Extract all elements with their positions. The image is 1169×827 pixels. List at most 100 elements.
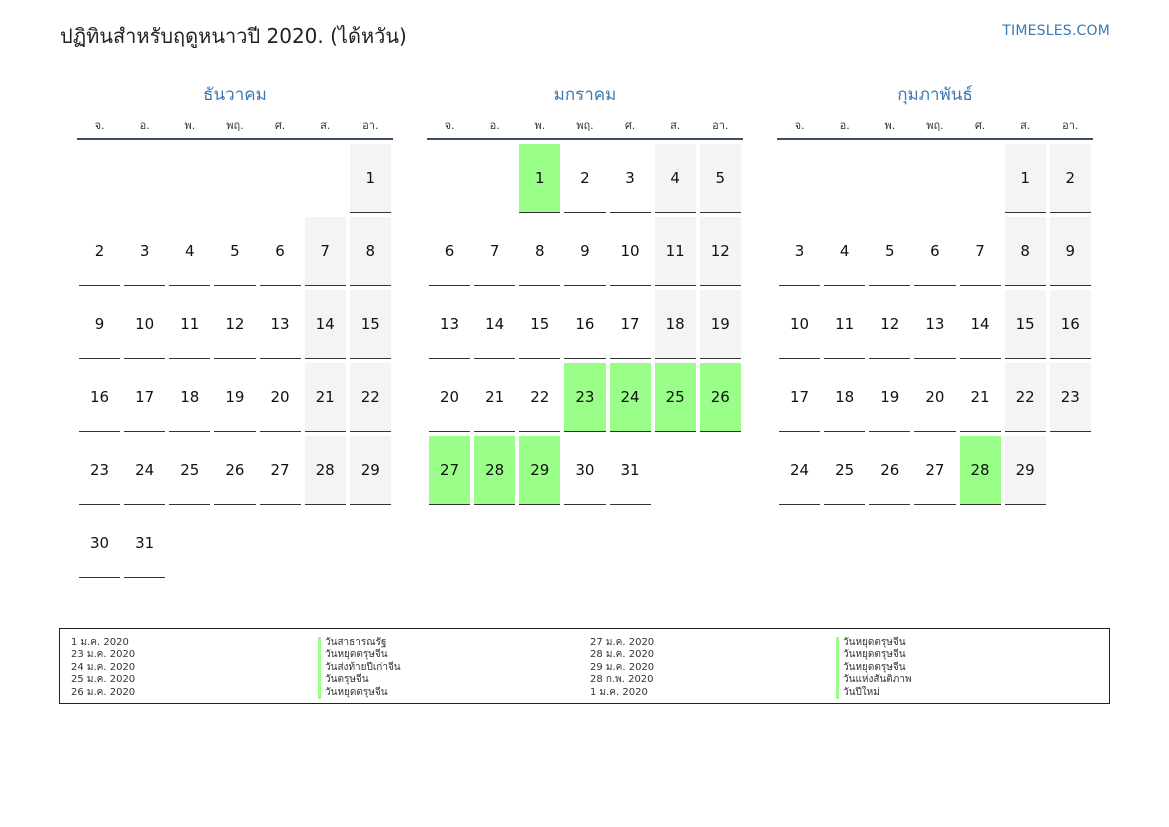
legend-holiday-name: วันตรุษจีน: [318, 674, 401, 687]
day-cell: 21: [958, 363, 1003, 436]
weekday-label: อ.: [489, 119, 500, 132]
day-number: 4: [654, 144, 696, 213]
month-calendar: มกราคม จ. อ. พ. พฤ. ศ. ส. อา. 1 2 3 4 5 6 7 8 9 10 11 12 13 1…: [427, 82, 743, 509]
day-cell: 30: [562, 436, 607, 509]
legend-holiday-name: วันส่งท้ายปีเก่าจีน: [318, 661, 401, 675]
day-number: 25: [824, 436, 866, 505]
day-cell: 17: [608, 290, 653, 363]
day-cell: 10: [777, 290, 822, 363]
day-cell: 6: [912, 217, 957, 290]
legend-date: 1 ม.ค. 2020: [590, 686, 648, 698]
legend-right-names: วันหยุดตรุษจีน วันหยุดตรุษจีน วันหยุดตรุษจ…: [836, 637, 912, 700]
day-cell: 20: [912, 363, 957, 436]
holiday-day-cell: 27: [427, 436, 472, 509]
legend-holiday-name: วันหยุดตรุษจีน: [318, 686, 401, 700]
day-number: 5: [214, 217, 256, 286]
day-cell: 10: [122, 290, 167, 363]
day-number: 16: [1049, 290, 1091, 359]
day-number: 8: [1004, 217, 1046, 286]
day-number: 29: [519, 436, 561, 505]
day-cell: 18: [167, 363, 212, 436]
day-number: 21: [304, 363, 346, 432]
day-number: 26: [699, 363, 741, 432]
month-name: กุมภาพันธ์: [897, 85, 973, 105]
day-cell: 16: [562, 290, 607, 363]
day-number: 14: [959, 290, 1001, 359]
weekday-label: พ.: [534, 119, 546, 132]
day-number: 5: [699, 144, 741, 213]
day-number: 20: [429, 363, 471, 432]
page-title: ปฏิทินสำหรับฤดูหนาวปี 2020. (ได้หวัน): [60, 24, 407, 48]
day-cell: 9: [562, 217, 607, 290]
day-number: 1: [519, 144, 561, 213]
weekday-header: จ. อ. พ. พฤ. ศ. ส. อา.: [77, 112, 393, 140]
day-cell: 25: [167, 436, 212, 509]
holiday-day-cell: 23: [562, 363, 607, 436]
day-cell: 17: [777, 363, 822, 436]
legend-left-dates: 1 ม.ค. 2020 23 ม.ค. 2020 24 ม.ค. 2020 25 ม.…: [71, 637, 135, 699]
day-cell: 2: [562, 144, 607, 217]
legend-date: 27 ม.ค. 2020: [590, 637, 655, 648]
day-number: 1: [349, 144, 391, 213]
day-number: 4: [824, 217, 866, 286]
weekday-label: จ.: [94, 119, 105, 132]
day-number: 20: [259, 363, 301, 432]
day-cell: 19: [212, 363, 257, 436]
day-cell: 27: [912, 436, 957, 509]
legend-date: 23 ม.ค. 2020: [71, 649, 136, 661]
day-number: 2: [79, 217, 121, 286]
day-cell: 20: [427, 363, 472, 436]
empty-cell: [77, 144, 122, 217]
empty-cell: [167, 144, 212, 217]
day-cell: 5: [867, 217, 912, 290]
day-number: 6: [429, 217, 471, 286]
empty-cell: [427, 144, 472, 217]
day-number: 28: [304, 436, 346, 505]
day-cell: 15: [1003, 290, 1048, 363]
day-cell: 7: [958, 217, 1003, 290]
holiday-day-cell: 1: [517, 144, 562, 217]
day-cell: 23: [1048, 363, 1093, 436]
day-number: 7: [959, 217, 1001, 286]
day-cell: 3: [777, 217, 822, 290]
day-number: 11: [654, 217, 696, 286]
day-number: 25: [169, 436, 211, 505]
day-number: 1: [1004, 144, 1046, 213]
day-number: 23: [564, 363, 606, 432]
day-cell: 13: [258, 290, 303, 363]
day-cell: 9: [1048, 217, 1093, 290]
day-number: 16: [564, 290, 606, 359]
day-cell: 3: [122, 217, 167, 290]
day-cell: 22: [348, 363, 393, 436]
day-number: 13: [259, 290, 301, 359]
legend-date: 24 ม.ค. 2020: [71, 661, 136, 673]
legend-holiday-name: วันหยุดตรุษจีน: [836, 649, 912, 662]
day-number: 17: [609, 290, 651, 359]
day-number: 10: [779, 290, 821, 359]
empty-cell: [912, 144, 957, 217]
legend-holiday-name: วันหยุดตรุษจีน: [836, 637, 912, 650]
holiday-day-cell: 28: [958, 436, 1003, 509]
day-cell: 11: [822, 290, 867, 363]
day-cell: 22: [1003, 363, 1048, 436]
empty-cell: [958, 144, 1003, 217]
day-cell: 24: [777, 436, 822, 509]
day-cell: 29: [348, 436, 393, 509]
day-cell: 11: [653, 217, 698, 290]
day-number: 31: [124, 509, 166, 578]
day-cell: 19: [698, 290, 743, 363]
brand-link[interactable]: TIMESLES.COM: [1002, 23, 1110, 39]
day-number: 24: [779, 436, 821, 505]
day-cell: 12: [867, 290, 912, 363]
day-number: 19: [214, 363, 256, 432]
day-number: 22: [519, 363, 561, 432]
day-number: 5: [869, 217, 911, 286]
day-cell: 31: [122, 509, 167, 582]
day-number: 8: [519, 217, 561, 286]
day-number: 21: [474, 363, 516, 432]
legend-left-names: วันสาธารณรัฐ วันหยุดตรุษจีน วันส่งท้ายปีเก…: [318, 637, 401, 700]
day-number: 12: [699, 217, 741, 286]
day-number: 22: [1004, 363, 1046, 432]
day-number: 19: [869, 363, 911, 432]
month-calendar: ธันวาคม จ. อ. พ. พฤ. ศ. ส. อา. 1 2 3 4 5 6 7 8 9 10 11 12 13…: [77, 82, 393, 582]
